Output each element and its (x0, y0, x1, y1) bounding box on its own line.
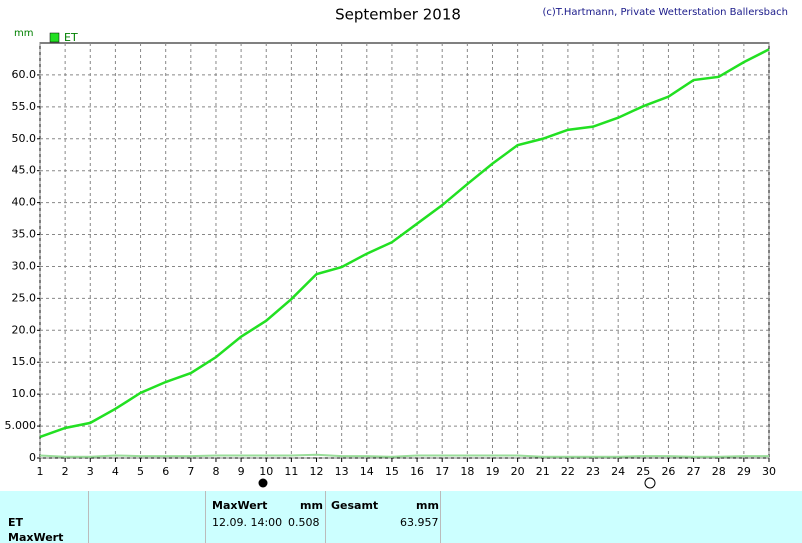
y-tick-label: 45.0 (12, 164, 37, 177)
y-tick-label: 35.0 (12, 228, 37, 241)
x-tick-label: 16 (410, 465, 424, 478)
x-tick-label: 22 (561, 465, 575, 478)
x-tick-label: 26 (661, 465, 675, 478)
x-tick-label: 5 (137, 465, 144, 478)
divider (440, 491, 441, 543)
y-tick-label: 5.000 (5, 419, 37, 432)
divider (88, 491, 89, 543)
series-line (39, 48, 770, 439)
y-tick-label: 0 (29, 451, 36, 464)
credit: (c)T.Hartmann, Private Wetterstation Bal… (542, 7, 788, 18)
x-tick-label: 20 (511, 465, 525, 478)
x-tick-label: 18 (460, 465, 474, 478)
x-tick-label: 7 (187, 465, 194, 478)
series-line (39, 453, 769, 458)
x-tick-label: 12 (310, 465, 324, 478)
chart-title: September 2018 (335, 6, 461, 24)
summary-table: ET MaxWert MaxWert mm 12.09. 14:00 0.508… (0, 491, 802, 543)
unit: mm (300, 499, 323, 512)
legend-label: ET (64, 31, 78, 44)
y-tick-label: 60.0 (12, 68, 37, 81)
x-tick-label: 10 (259, 465, 273, 478)
divider (325, 491, 326, 543)
x-tick-label: 24 (611, 465, 625, 478)
y-unit: mm (14, 28, 33, 39)
y-tick-label: 55.0 (12, 100, 37, 113)
plot-frame (39, 42, 770, 459)
x-tick-label: 8 (212, 465, 219, 478)
y-tick-label: 25.0 (12, 291, 37, 304)
x-tick-label: 28 (712, 465, 726, 478)
max-time: 12.09. 14:00 (212, 516, 283, 529)
x-tick-label: 14 (360, 465, 374, 478)
new-moon-icon (258, 478, 268, 488)
x-tick-label: 4 (112, 465, 119, 478)
x-tick-label: 17 (435, 465, 449, 478)
column-header: Gesamt (331, 499, 379, 512)
x-tick-label: 2 (62, 465, 69, 478)
x-tick-label: 29 (737, 465, 751, 478)
y-tick-label: 40.0 (12, 196, 37, 209)
unit: mm (416, 499, 439, 512)
y-tick-label: 50.0 (12, 132, 37, 145)
y-tick-label: 30.0 (12, 259, 37, 272)
row-label: ET (8, 516, 24, 529)
background (0, 0, 802, 491)
x-tick-label: 6 (162, 465, 169, 478)
y-tick-label: 20.0 (12, 323, 37, 336)
full-moon-icon (644, 477, 656, 489)
x-tick-label: 27 (687, 465, 701, 478)
divider (205, 491, 206, 543)
x-tick-label: 13 (335, 465, 349, 478)
y-tick-label: 10.0 (12, 387, 37, 400)
x-tick-label: 3 (87, 465, 94, 478)
y-tick-label: 15.0 (12, 355, 37, 368)
max-value: 0.508 (288, 516, 320, 529)
x-tick-label: 9 (238, 465, 245, 478)
legend-swatch (49, 32, 60, 43)
x-tick-label: 23 (586, 465, 600, 478)
x-tick-label: 15 (385, 465, 399, 478)
row-label: MaxWert (8, 531, 64, 543)
column-header: MaxWert (212, 499, 268, 512)
x-tick-label: 1 (37, 465, 44, 478)
total-value: 63.957 (400, 516, 439, 529)
x-tick-label: 21 (536, 465, 550, 478)
x-tick-label: 30 (762, 465, 776, 478)
x-tick-label: 25 (636, 465, 650, 478)
x-tick-label: 19 (485, 465, 499, 478)
chart: September 2018 (c)T.Hartmann, Private We… (0, 0, 802, 491)
x-tick-label: 11 (284, 465, 298, 478)
